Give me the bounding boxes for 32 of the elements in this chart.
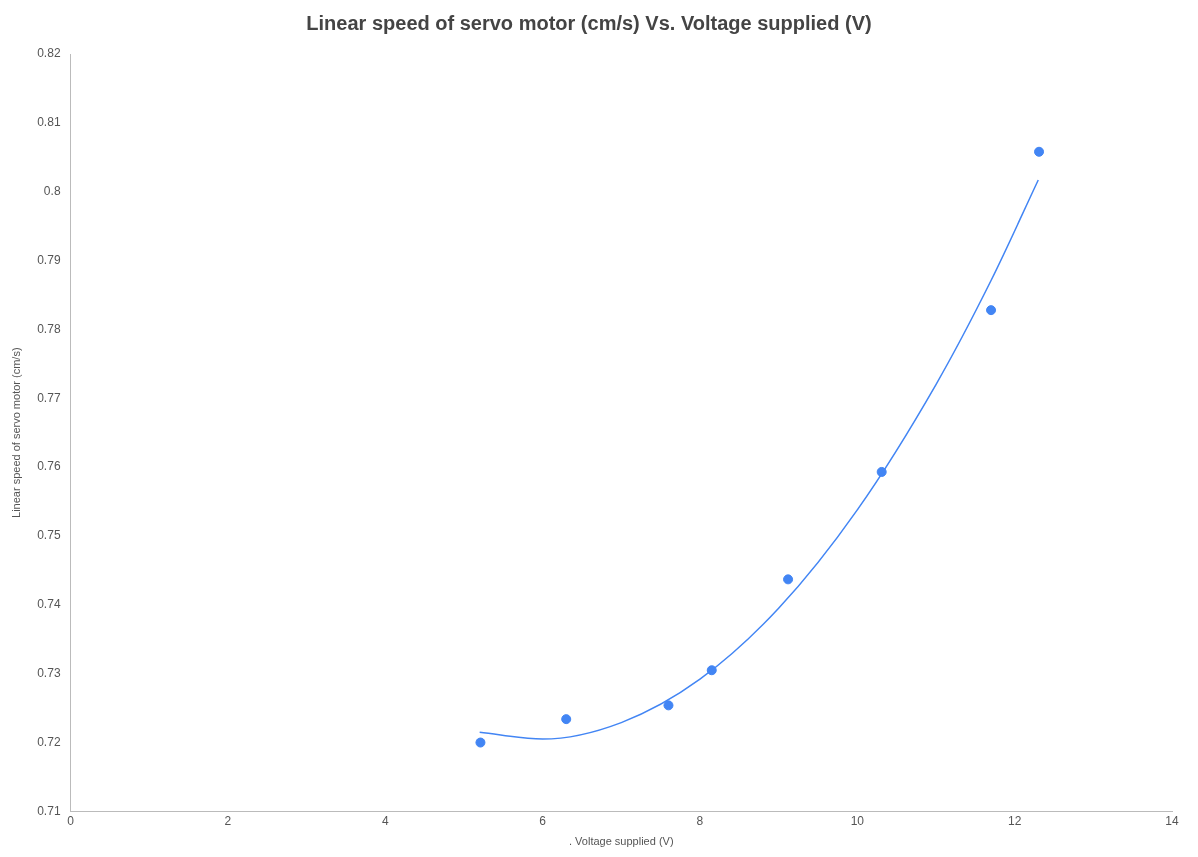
- y-tick-label: 0.79: [37, 252, 61, 267]
- point: [1034, 146, 1045, 157]
- point: [706, 665, 717, 676]
- x-tick-label: 10: [850, 813, 865, 828]
- point: [561, 714, 572, 725]
- x-axis-title: . Voltage supplied (V): [568, 835, 674, 848]
- y-axis-title: Linear speed of servo motor (cm/s): [9, 347, 22, 518]
- x-tick-label: 4: [381, 813, 389, 828]
- x-tick-label: 6: [539, 813, 547, 828]
- point: [986, 305, 997, 316]
- y-tick-label: 0.82: [37, 46, 61, 61]
- y-tick-label: 0.75: [37, 528, 61, 543]
- y-tick-label: 0.76: [37, 459, 61, 474]
- y-tick-label: 0.72: [37, 734, 61, 749]
- point: [876, 466, 887, 477]
- x-tick-label: 12: [1007, 813, 1022, 828]
- point: [783, 574, 794, 585]
- y-tick-label: 0.81: [37, 115, 61, 130]
- x-tick-label: 0: [67, 813, 75, 828]
- chart-title: Linear speed of servo motor (cm/s) Vs. Voltage supplied (V): [306, 11, 872, 34]
- line-series: [478, 179, 1039, 740]
- point: [475, 737, 486, 748]
- y-tick-label: 0.8: [43, 184, 61, 199]
- point: [663, 700, 674, 711]
- y-tick-label: 0.74: [37, 597, 61, 612]
- y-tick-label: 0.71: [37, 803, 61, 818]
- y-tick-label: 0.78: [37, 321, 61, 336]
- x-tick-label: 2: [224, 813, 232, 828]
- x-tick-label: 8: [696, 813, 704, 828]
- y-tick-label: 0.73: [37, 666, 61, 680]
- y-tick-label: 0.77: [37, 390, 61, 405]
- x-tick-label: 14: [1165, 813, 1179, 828]
